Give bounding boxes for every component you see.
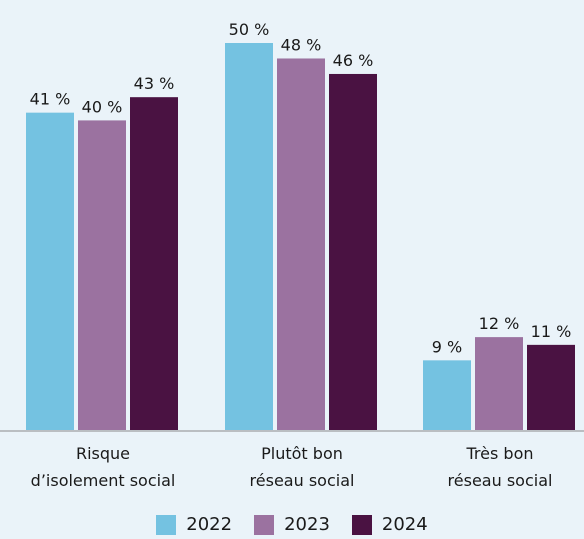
legend-item-2022: 2022 <box>156 514 232 535</box>
value-label-2022-cat2: 9 % <box>432 337 462 356</box>
legend-swatch-2022 <box>156 514 177 535</box>
legend-item-2023: 2023 <box>254 514 330 535</box>
value-label-2023-cat2: 12 % <box>479 314 520 333</box>
bar-2024-cat2 <box>527 344 575 430</box>
bars-layer <box>26 43 575 431</box>
value-label-2024-cat1: 46 % <box>333 51 374 70</box>
bar-2024-cat1 <box>329 73 377 431</box>
legend-swatch-2023 <box>254 514 275 535</box>
category-label-line: Très bon <box>466 444 534 463</box>
bar-2024-cat0 <box>130 97 178 431</box>
legend-swatch-2024 <box>351 514 372 535</box>
value-label-2024-cat2: 11 % <box>531 322 572 341</box>
bar-chart: 41 % 50 % 9 % 40 % 48 % 12 % 43 % 46 % 11 % Risq… <box>0 20 584 490</box>
bar-2022-cat2 <box>423 360 471 430</box>
bar-2023-cat2 <box>475 337 523 430</box>
category-label-line: Risque <box>76 444 130 463</box>
bar-2023-cat1 <box>277 58 325 430</box>
bar-2022-cat0 <box>26 112 74 430</box>
value-label-2022-cat1: 50 % <box>229 20 270 39</box>
category-label-line: d’isolement social <box>31 471 176 490</box>
bar-2023-cat0 <box>78 120 126 431</box>
legend-item-2024: 2024 <box>351 514 428 535</box>
value-label-2023-cat0: 40 % <box>82 97 123 116</box>
legend-label-2022: 2022 <box>186 514 233 535</box>
legend: 2022 2023 2024 <box>0 514 584 535</box>
value-label-2023-cat1: 48 % <box>281 35 322 54</box>
legend-label-2023: 2023 <box>284 514 330 535</box>
category-label-1: Plutôt bon réseau social <box>250 444 355 490</box>
category-label-line: Plutôt bon <box>261 444 343 463</box>
value-labels-layer: 41 % 50 % 9 % 40 % 48 % 12 % 43 % 46 % 11 % <box>30 20 572 356</box>
category-label-2: Très bon réseau social <box>448 444 553 490</box>
bar-2022-cat1 <box>225 43 273 430</box>
legend-label-2024: 2024 <box>381 514 428 535</box>
category-label-line: réseau social <box>448 471 553 490</box>
category-labels-layer: Risque d’isolement social Plutôt bon réseau… <box>31 444 553 490</box>
value-label-2024-cat0: 43 % <box>134 74 175 93</box>
value-label-2022-cat0: 41 % <box>30 90 71 109</box>
category-label-line: réseau social <box>250 471 355 490</box>
category-label-0: Risque d’isolement social <box>31 444 176 490</box>
